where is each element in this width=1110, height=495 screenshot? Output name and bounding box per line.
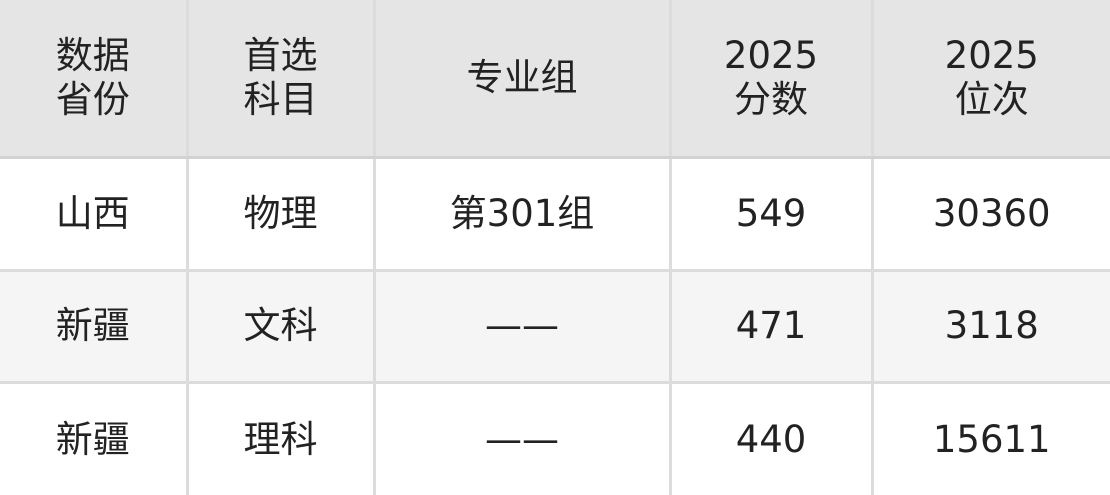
cell-score: 471 <box>668 268 874 385</box>
cell-group: 第301组 <box>372 156 672 272</box>
cell-subject: 文科 <box>185 268 376 385</box>
cell-rank: 15611 <box>870 381 1110 495</box>
cell-score: 440 <box>668 381 874 495</box>
header-text: 科目 <box>243 78 318 122</box>
cell-rank: 3118 <box>870 268 1110 385</box>
cell-subject: 理科 <box>185 381 376 495</box>
header-text: 省份 <box>55 78 130 122</box>
header-text: 分数 <box>734 78 808 122</box>
header-text: 位次 <box>954 78 1029 122</box>
cell-subject: 物理 <box>185 156 376 272</box>
header-subject: 首选 科目 <box>185 0 376 160</box>
table-row: 新疆 理科 —— 440 15611 <box>0 381 1110 495</box>
cell-province: 新疆 <box>0 268 189 385</box>
header-text: 2025 <box>723 34 819 78</box>
header-score: 2025 分数 <box>668 0 874 160</box>
table-row: 山西 物理 第301组 549 30360 <box>0 156 1110 272</box>
header-province: 数据 省份 <box>0 0 189 160</box>
header-text: 首选 <box>243 34 318 78</box>
cell-group: —— <box>372 268 672 385</box>
cell-rank: 30360 <box>870 156 1110 272</box>
header-rank: 2025 位次 <box>870 0 1110 160</box>
header-group: 专业组 <box>372 0 672 160</box>
cell-group: —— <box>372 381 672 495</box>
cell-score: 549 <box>668 156 874 272</box>
header-text: 数据 <box>55 34 130 78</box>
table-row: 新疆 文科 —— 471 3118 <box>0 268 1110 385</box>
header-row: 数据 省份 首选 科目 专业组 2025 分数 2025 位次 <box>0 0 1110 160</box>
cell-province: 新疆 <box>0 381 189 495</box>
header-text: 专业组 <box>466 56 578 100</box>
cell-province: 山西 <box>0 156 189 272</box>
header-text: 2025 <box>944 34 1039 78</box>
